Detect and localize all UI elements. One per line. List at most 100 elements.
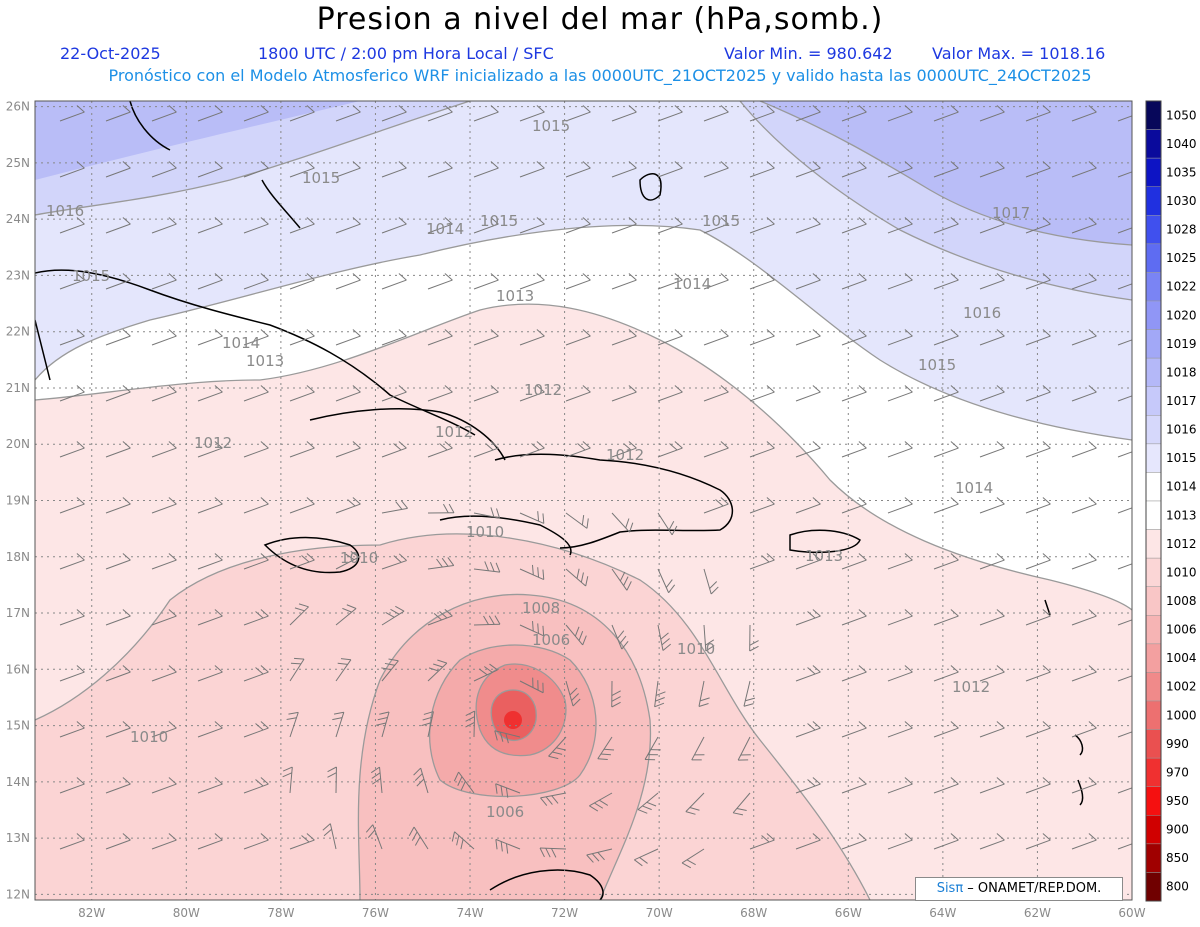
colorbar-swatch-1008	[1145, 586, 1162, 616]
colorbar-swatch-1012	[1145, 529, 1162, 559]
wind-barb	[1071, 273, 1097, 290]
wind-barb	[795, 385, 821, 402]
colorbar-label-1014: 1014	[1166, 480, 1197, 494]
wind-barb	[795, 273, 821, 290]
wind-barb	[519, 677, 544, 694]
wind-barb	[749, 273, 775, 290]
wind-barb	[1071, 721, 1097, 738]
wind-barb	[841, 777, 867, 794]
contour-label: 1015	[918, 356, 956, 374]
sis-logo-text: Sisπ	[936, 881, 964, 896]
wind-barb	[841, 273, 867, 290]
wind-barb	[795, 161, 821, 178]
wind-barb	[151, 777, 177, 794]
wind-barb	[105, 609, 131, 626]
colorbar-swatch-1017	[1145, 386, 1162, 416]
wind-barb	[381, 553, 407, 570]
wind-barb	[681, 848, 705, 869]
wind-barb	[105, 665, 131, 682]
wind-barb	[335, 161, 361, 178]
wind-barb	[427, 609, 453, 626]
colorbar-swatch-1013	[1145, 500, 1162, 530]
wind-barb	[243, 385, 269, 402]
wind-barb	[611, 680, 621, 708]
wind-barb	[979, 329, 1005, 346]
contour-label: 1012	[952, 678, 990, 696]
colorbar-swatch-800	[1145, 872, 1162, 902]
lon-tick-76W: 76W	[362, 906, 389, 920]
wind-barb	[887, 441, 913, 458]
wind-barb	[565, 512, 589, 529]
colorbar-swatch-1000	[1145, 700, 1162, 730]
wind-barb	[933, 721, 959, 738]
wind-barb	[335, 329, 361, 346]
wind-barb	[151, 329, 177, 346]
wind-barb	[408, 826, 429, 850]
wind-barb	[540, 792, 567, 806]
wind-barb	[933, 217, 959, 234]
colorbar-swatch-1015	[1145, 443, 1162, 473]
wind-barb	[1071, 161, 1097, 178]
wind-barb	[335, 385, 361, 402]
wind-barb	[381, 217, 407, 234]
colorbar-label-1013: 1013	[1166, 508, 1197, 522]
wind-barb	[59, 665, 85, 682]
wind-barb	[1025, 665, 1051, 682]
wind-barb	[519, 511, 545, 524]
wind-barb	[151, 665, 177, 682]
wind-barb	[1025, 553, 1051, 570]
wind-barb	[243, 273, 269, 290]
wind-barb	[657, 161, 683, 178]
contour-label: 1015	[702, 212, 740, 230]
wind-barb	[1025, 497, 1051, 514]
lat-tick-26N: 26N	[6, 100, 30, 114]
wind-barb	[243, 553, 269, 570]
contour-label: 1014	[673, 275, 711, 293]
wind-barb	[841, 553, 867, 570]
contour-label: 1014	[955, 479, 993, 497]
wind-barb	[887, 161, 913, 178]
wind-barb	[841, 161, 867, 178]
wind-barb	[105, 105, 131, 122]
wind-barb	[933, 553, 959, 570]
wind-barb	[795, 609, 821, 626]
wind-barb	[105, 721, 131, 738]
wind-barb	[841, 497, 867, 514]
wind-barb	[1025, 105, 1051, 122]
wind-barb	[1117, 227, 1132, 234]
wind-barb	[795, 553, 821, 570]
lon-tick-68W: 68W	[740, 906, 767, 920]
wind-barb	[381, 273, 407, 290]
colorbar-swatch-1050	[1145, 100, 1162, 130]
wind-barb	[795, 105, 821, 122]
wind-barb	[289, 161, 315, 178]
wind-barb	[565, 217, 591, 234]
wind-barb	[495, 838, 521, 854]
wind-barb	[453, 771, 475, 794]
wind-barb	[335, 105, 361, 122]
wind-barb	[473, 329, 499, 346]
wind-barb	[657, 273, 683, 290]
wind-barb	[565, 385, 591, 402]
lat-lon-grid	[35, 101, 1132, 900]
wind-barb	[243, 217, 269, 234]
lon-tick-80W: 80W	[173, 906, 200, 920]
colorbar-swatch-1010	[1145, 557, 1162, 587]
wind-barb	[749, 161, 775, 178]
wind-barb	[335, 551, 360, 570]
wind-barb	[381, 658, 399, 682]
wind-barb	[979, 665, 1005, 682]
wind-barb	[1025, 721, 1051, 738]
wind-barb	[611, 105, 637, 122]
colorbar-swatch-1004	[1145, 643, 1162, 673]
wind-barb	[1025, 777, 1051, 794]
contour-label: 1015	[302, 169, 340, 187]
wind-barb	[243, 161, 269, 178]
contour-label: 1015	[72, 267, 110, 285]
wind-barb	[473, 105, 499, 122]
wind-barb	[519, 105, 545, 122]
wind-barb	[197, 833, 223, 850]
wind-barb	[589, 792, 613, 812]
wind-barb	[289, 273, 315, 290]
wind-barb	[1117, 115, 1132, 122]
